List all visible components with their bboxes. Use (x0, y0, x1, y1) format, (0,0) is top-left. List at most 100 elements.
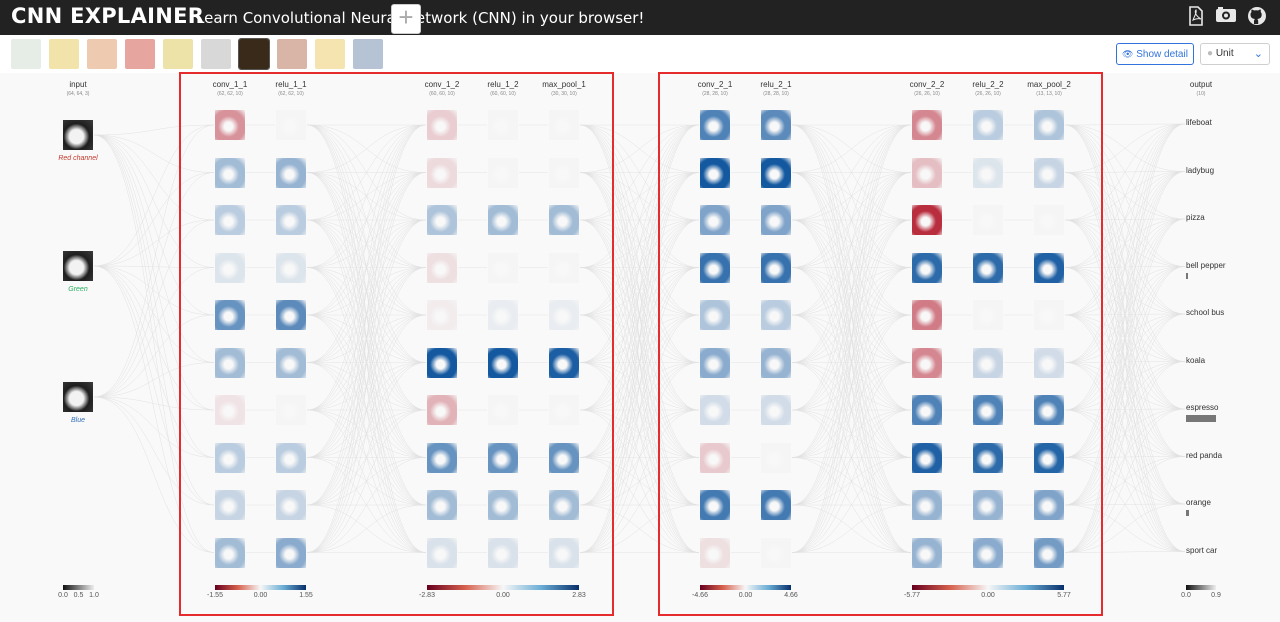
activation-node-conv_2_2[interactable] (912, 537, 942, 568)
activation-node-relu_2_2[interactable] (973, 205, 1003, 235)
activation-node-relu_1_2[interactable] (488, 537, 518, 568)
output-class-label[interactable]: sport car (1186, 545, 1218, 555)
activation-node-relu_2_2[interactable] (973, 300, 1003, 330)
activation-node-conv_2_1[interactable] (700, 110, 730, 140)
thumb-1[interactable] (11, 39, 41, 69)
activation-node-conv_2_1[interactable] (700, 347, 730, 378)
activation-node-conv_1_1[interactable] (215, 395, 245, 425)
activation-node-conv_1_2[interactable] (427, 157, 457, 188)
activation-node-relu_1_1[interactable] (276, 347, 306, 378)
activation-node-relu_1_1[interactable] (276, 395, 306, 425)
activation-node-relu_2_2[interactable] (973, 395, 1003, 425)
output-class-label[interactable]: school bus (1186, 308, 1225, 317)
activation-node-relu_2_2[interactable] (973, 157, 1003, 188)
activation-node-relu_2_1[interactable] (761, 157, 791, 188)
activation-node-relu_1_2[interactable] (488, 110, 518, 140)
output-class-label[interactable]: lifeboat (1186, 118, 1212, 127)
activation-node-max_pool_1[interactable] (549, 395, 579, 425)
activation-node-relu_1_1[interactable] (276, 252, 306, 283)
activation-node-relu_2_1[interactable] (761, 300, 791, 330)
activation-node-conv_1_2[interactable] (427, 347, 457, 378)
activation-node-relu_2_1[interactable] (761, 442, 791, 473)
activation-node-conv_2_2[interactable] (912, 300, 942, 330)
activation-node-max_pool_1[interactable] (549, 442, 579, 473)
thumb-9[interactable] (315, 39, 345, 69)
activation-node-relu_1_2[interactable] (488, 157, 518, 188)
activation-node-conv_1_1[interactable] (215, 490, 245, 520)
activation-node-relu_1_2[interactable] (488, 205, 518, 235)
activation-node-relu_1_1[interactable] (276, 157, 306, 188)
activation-node-max_pool_2[interactable] (1034, 347, 1064, 378)
activation-node-max_pool_1[interactable] (549, 347, 579, 378)
activation-node-conv_1_1[interactable] (215, 205, 245, 235)
activation-node-relu_1_2[interactable] (488, 395, 518, 425)
activation-node-conv_2_2[interactable] (912, 347, 942, 378)
input-channel-node[interactable] (63, 382, 93, 412)
input-channel-node[interactable] (63, 251, 93, 281)
activation-node-relu_2_2[interactable] (973, 537, 1003, 568)
activation-node-conv_2_1[interactable] (700, 205, 730, 235)
activation-node-relu_1_2[interactable] (488, 490, 518, 520)
activation-node-relu_2_1[interactable] (761, 537, 791, 568)
activation-node-conv_1_2[interactable] (427, 490, 457, 520)
activation-node-relu_2_1[interactable] (761, 395, 791, 425)
activation-node-relu_1_2[interactable] (488, 442, 518, 473)
activation-node-max_pool_2[interactable] (1034, 490, 1064, 520)
activation-node-max_pool_2[interactable] (1034, 300, 1064, 330)
activation-node-relu_2_1[interactable] (761, 110, 791, 140)
activation-node-max_pool_2[interactable] (1034, 205, 1064, 235)
activation-node-conv_2_2[interactable] (912, 490, 942, 520)
activation-node-conv_1_2[interactable] (427, 395, 457, 425)
thumb-4[interactable] (125, 39, 155, 69)
activation-node-relu_2_1[interactable] (761, 490, 791, 520)
activation-node-max_pool_1[interactable] (549, 537, 579, 568)
activation-node-max_pool_2[interactable] (1034, 110, 1064, 140)
activation-node-relu_1_2[interactable] (488, 300, 518, 330)
thumb-6[interactable] (201, 39, 231, 69)
output-class-label[interactable]: ladybug (1186, 165, 1215, 175)
output-class-label[interactable]: koala (1186, 355, 1206, 365)
thumb-espresso[interactable] (238, 38, 270, 70)
activation-node-conv_1_1[interactable] (215, 110, 245, 140)
activation-node-conv_1_2[interactable] (427, 442, 457, 473)
activation-node-conv_1_1[interactable] (215, 157, 245, 188)
activation-node-max_pool_1[interactable] (549, 252, 579, 283)
activation-node-conv_1_2[interactable] (427, 537, 457, 568)
activation-node-conv_2_2[interactable] (912, 157, 942, 188)
activation-node-conv_2_1[interactable] (700, 157, 730, 188)
pdf-icon[interactable] (1185, 6, 1207, 28)
show-detail-button[interactable]: 👁 Show detail (1116, 43, 1194, 65)
activation-node-relu_1_1[interactable] (276, 110, 306, 140)
activation-node-conv_1_1[interactable] (215, 537, 245, 568)
output-class-label[interactable]: pizza (1186, 213, 1205, 222)
activation-node-relu_1_2[interactable] (488, 347, 518, 378)
activation-node-max_pool_2[interactable] (1034, 252, 1064, 283)
activation-node-relu_1_1[interactable] (276, 300, 306, 330)
activation-node-relu_2_2[interactable] (973, 490, 1003, 520)
activation-node-relu_1_1[interactable] (276, 442, 306, 473)
input-channel-node[interactable] (63, 120, 93, 150)
activation-node-conv_2_2[interactable] (912, 442, 942, 473)
activation-node-conv_2_2[interactable] (912, 205, 942, 235)
activation-node-max_pool_1[interactable] (549, 300, 579, 330)
thumb-2[interactable] (49, 39, 79, 69)
activation-node-relu_2_2[interactable] (973, 110, 1003, 140)
activation-node-relu_2_1[interactable] (761, 205, 791, 235)
activation-node-max_pool_1[interactable] (549, 490, 579, 520)
activation-node-conv_2_2[interactable] (912, 110, 942, 140)
activation-node-conv_1_2[interactable] (427, 252, 457, 283)
activation-node-max_pool_1[interactable] (549, 157, 579, 188)
activation-node-conv_1_2[interactable] (427, 110, 457, 140)
activation-node-conv_1_2[interactable] (427, 205, 457, 235)
activation-node-conv_1_1[interactable] (215, 347, 245, 378)
activation-node-max_pool_1[interactable] (549, 110, 579, 140)
activation-node-max_pool_2[interactable] (1034, 442, 1064, 473)
unit-select[interactable]: ● Unit ⌄ (1200, 43, 1270, 65)
output-class-label[interactable]: bell pepper (1186, 260, 1226, 270)
activation-node-relu_1_1[interactable] (276, 537, 306, 568)
activation-node-relu_2_1[interactable] (761, 252, 791, 283)
activation-node-relu_1_1[interactable] (276, 490, 306, 520)
activation-node-conv_2_1[interactable] (700, 490, 730, 520)
output-class-label[interactable]: red panda (1186, 450, 1223, 460)
activation-node-max_pool_1[interactable] (549, 205, 579, 235)
